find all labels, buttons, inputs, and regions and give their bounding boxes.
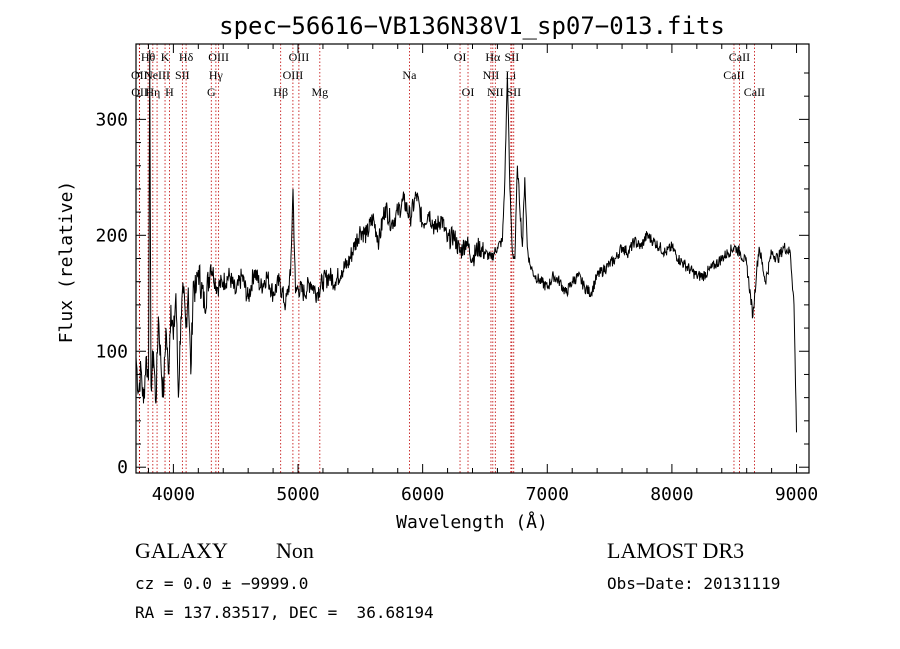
line-marker-label: NeIII (144, 68, 170, 82)
line-marker-label: OI (454, 50, 467, 64)
line-marker-label: SII (505, 50, 520, 64)
line-marker-label: CaII (723, 68, 744, 82)
x-tick-label: 5000 (276, 484, 319, 505)
line-marker-label: OII (131, 68, 148, 82)
line-marker-label: CaII (744, 85, 765, 99)
redshift-text: cz = 0.0 ± −9999.0 (135, 574, 309, 593)
x-tick-label: 8000 (650, 484, 693, 505)
line-marker-label: SII (506, 85, 521, 99)
line-marker-label: Mg (311, 85, 328, 99)
y-axis-label: Flux (relative) (56, 181, 77, 344)
obs-date-text: Obs−Date: 20131119 (607, 574, 781, 593)
y-tick-label: 200 (95, 225, 128, 246)
line-marker-label: K (161, 50, 170, 64)
line-marker-label: OIII (289, 50, 310, 64)
line-marker-label: Li (506, 68, 517, 82)
line-marker-label: Hγ (209, 68, 224, 82)
line-marker-label: Hδ (179, 50, 194, 64)
y-tick-label: 300 (95, 109, 128, 130)
line-marker-label: NII (487, 85, 504, 99)
line-marker-label: NII (483, 68, 500, 82)
line-marker-label: H (165, 85, 174, 99)
line-marker-label: Hα (485, 50, 501, 64)
line-marker-label: Hβ (273, 85, 288, 99)
y-tick-label: 100 (95, 341, 128, 362)
class-label: GALAXY (135, 538, 228, 563)
x-tick-label: 4000 (152, 484, 195, 505)
x-tick-label: 6000 (401, 484, 444, 505)
line-marker-label: SII (175, 68, 190, 82)
line-marker-label: OI (462, 85, 475, 99)
spectral-line-markers: OIIOIIHθHηNeIIIKHHδSIIGHγOIIIHβOIIIOIIIM… (131, 44, 765, 473)
line-marker-label: OIII (208, 50, 229, 64)
spectrum-line (135, 49, 797, 433)
chart-title: spec−56616−VB136N38V1_sp07−013.fits (219, 12, 725, 40)
line-marker-label: Hθ (141, 50, 156, 64)
x-tick-label: 9000 (775, 484, 818, 505)
line-marker-label: Na (402, 68, 417, 82)
line-marker-label: G (207, 85, 216, 99)
subclass-label: Non (276, 538, 314, 563)
x-tick-label: 7000 (526, 484, 569, 505)
x-axis-label: Wavelength (Å) (396, 511, 548, 533)
survey-label: LAMOST DR3 (607, 538, 745, 563)
y-axis-ticks: 0 100 200 300 (95, 72, 809, 478)
y-tick-label: 0 (117, 457, 128, 478)
line-marker-label: CaII (729, 50, 750, 64)
line-marker-label: Hη (145, 85, 160, 99)
coordinates-text: RA = 137.83517, DEC = 36.68194 (135, 603, 434, 622)
line-marker-label: OIII (283, 68, 304, 82)
x-axis-ticks: 4000 5000 6000 7000 8000 9000 (147, 44, 818, 505)
